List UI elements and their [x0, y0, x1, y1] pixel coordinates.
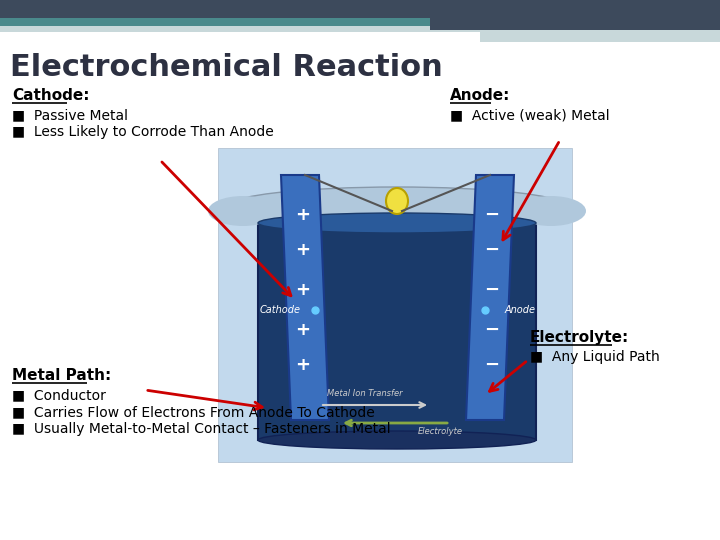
Text: +: +	[295, 281, 310, 299]
Polygon shape	[281, 175, 329, 420]
Text: Electrolyte: Electrolyte	[418, 427, 462, 436]
Text: ■  Any Liquid Path: ■ Any Liquid Path	[530, 350, 660, 364]
Text: Anode: Anode	[505, 305, 536, 315]
Text: ■  Active (weak) Metal: ■ Active (weak) Metal	[450, 108, 610, 122]
Ellipse shape	[258, 431, 536, 449]
Text: +: +	[295, 356, 310, 374]
Bar	[0, 0, 720, 18]
Text: Metal Path:: Metal Path:	[12, 368, 112, 383]
Text: −: −	[485, 321, 500, 339]
Bar	[430, 0, 720, 30]
Text: Cathode: Cathode	[259, 305, 300, 315]
Bar	[258, 218, 536, 440]
Text: +: +	[295, 206, 310, 224]
Text: Electrolyte:: Electrolyte:	[530, 330, 629, 345]
Bar	[0, 26, 720, 32]
Bar	[480, 30, 720, 42]
Ellipse shape	[516, 196, 586, 226]
Text: Metal Ion Transfer: Metal Ion Transfer	[327, 388, 402, 397]
Ellipse shape	[258, 213, 536, 233]
Text: −: −	[485, 281, 500, 299]
Ellipse shape	[228, 187, 566, 225]
Text: −: −	[485, 206, 500, 224]
Text: Anode:: Anode:	[450, 88, 510, 103]
Bar	[0, 18, 720, 26]
Bar	[218, 148, 572, 462]
Text: ■  Carries Flow of Electrons From Anode To Cathode: ■ Carries Flow of Electrons From Anode T…	[12, 405, 374, 419]
Text: −: −	[485, 356, 500, 374]
Ellipse shape	[208, 196, 278, 226]
Polygon shape	[466, 175, 514, 420]
Text: ■  Less Likely to Corrode Than Anode: ■ Less Likely to Corrode Than Anode	[12, 125, 274, 139]
Text: Electrochemical Reaction: Electrochemical Reaction	[10, 53, 443, 83]
Text: ■  Usually Metal-to-Metal Contact – Fasteners in Metal: ■ Usually Metal-to-Metal Contact – Faste…	[12, 422, 391, 436]
Text: +: +	[295, 241, 310, 259]
Text: ■  Conductor: ■ Conductor	[12, 388, 106, 402]
Text: Cathode:: Cathode:	[12, 88, 89, 103]
Text: −: −	[485, 241, 500, 259]
Text: +: +	[295, 321, 310, 339]
Ellipse shape	[386, 188, 408, 214]
Text: ■  Passive Metal: ■ Passive Metal	[12, 108, 128, 122]
